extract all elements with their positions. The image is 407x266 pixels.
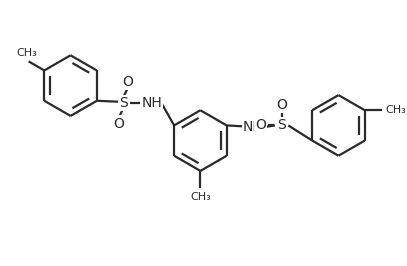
Text: O: O	[123, 75, 133, 89]
Text: NH: NH	[141, 96, 162, 110]
Text: CH₃: CH₃	[190, 192, 211, 202]
Text: CH₃: CH₃	[16, 48, 37, 57]
Text: O: O	[255, 118, 266, 132]
Text: S: S	[277, 118, 286, 132]
Text: NH: NH	[243, 120, 264, 134]
Text: O: O	[276, 98, 287, 111]
Text: S: S	[119, 96, 128, 110]
Text: CH₃: CH₃	[385, 105, 406, 115]
Text: O: O	[113, 117, 124, 131]
